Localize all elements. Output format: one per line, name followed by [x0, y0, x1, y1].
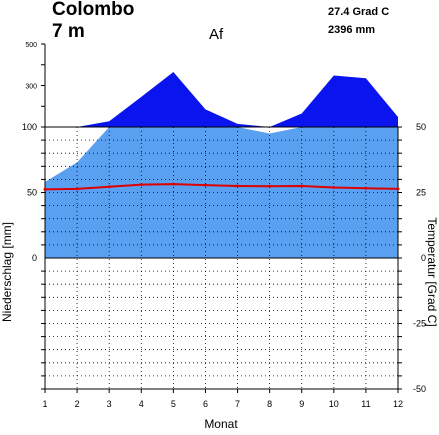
left-tick-label: 300	[25, 84, 37, 91]
right-axis-label: Temperatur [Grad C]	[425, 217, 439, 326]
right-tick-label: 50	[416, 122, 426, 132]
left-tick-label: 0	[32, 253, 37, 263]
temperature-point	[203, 183, 207, 187]
x-tick-label: 5	[171, 399, 176, 409]
left-axis-label: Niederschlag [mm]	[0, 222, 14, 322]
x-tick-label: 2	[75, 399, 80, 409]
temperature-curve	[43, 182, 400, 191]
x-tick-label: 7	[235, 399, 240, 409]
station-elevation: 7 m	[52, 21, 85, 42]
temperature-line	[44, 183, 399, 191]
x-tick-label: 6	[203, 399, 208, 409]
x-tick-label: 4	[139, 399, 144, 409]
temperature-point	[364, 186, 368, 190]
left-tick-label: 50	[27, 188, 37, 198]
temperature-point	[43, 187, 47, 191]
temperature-point	[107, 185, 111, 189]
x-axis-label: Monat	[204, 417, 238, 430]
left-tick-label: 500	[25, 42, 37, 49]
temperature-point	[236, 184, 240, 188]
x-tick-label: 12	[393, 399, 403, 409]
station-name: Colombo	[52, 0, 134, 20]
x-tick-label: 11	[361, 399, 370, 409]
x-tick-label: 3	[107, 399, 112, 409]
climate-class: Af	[209, 26, 224, 43]
annual-precipitation: 2396 mm	[328, 24, 375, 36]
temperature-point	[139, 183, 143, 187]
humid-precip-area	[45, 72, 398, 127]
right-tick-label: 25	[416, 188, 426, 198]
temperature-point	[396, 187, 400, 191]
right-tick-label: -50	[413, 384, 426, 394]
temperature-point	[75, 187, 79, 191]
mean-temperature: 27.4 Grad C	[328, 6, 389, 18]
x-tick-label: 8	[267, 399, 272, 409]
temperature-point	[268, 184, 272, 188]
temperature-point	[300, 184, 304, 188]
right-tick-label: -25	[413, 319, 426, 329]
x-tick-label: 10	[329, 399, 339, 409]
temperature-point	[171, 182, 175, 186]
left-tick-label: 100	[22, 122, 37, 132]
x-tick-label: 9	[299, 399, 304, 409]
x-tick-label: 1	[42, 399, 47, 409]
humid-area-shape	[45, 72, 398, 127]
axes	[41, 43, 402, 393]
grid	[45, 127, 398, 389]
right-tick-label: 0	[421, 253, 426, 263]
temperature-point	[332, 186, 336, 190]
